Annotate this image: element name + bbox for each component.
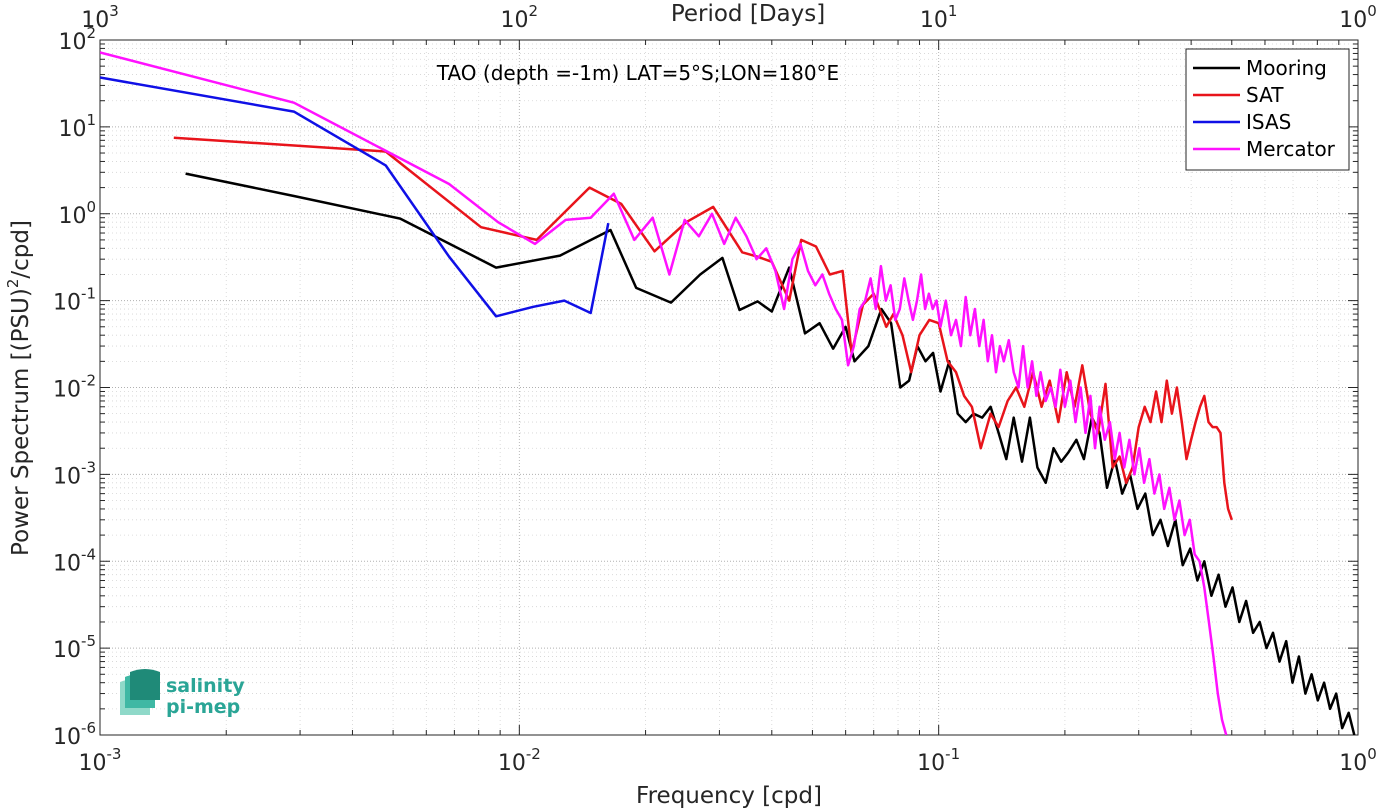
legend-label-mercator: Mercator: [1246, 137, 1336, 161]
y-tick-label-exp: 0: [86, 198, 96, 216]
x-tick-label-exp: -1: [945, 745, 960, 763]
x-tick-label-base: 10: [917, 751, 945, 776]
top-tick-label-exp: 2: [529, 2, 539, 20]
chart-title: TAO (depth =-1m) LAT=5°S;LON=180°E: [436, 61, 839, 85]
x-tick-label: 10-1: [917, 745, 960, 776]
top-tick-label-base: 10: [920, 8, 948, 33]
x-tick-label: 10-2: [498, 745, 541, 776]
top-tick-label-base: 10: [81, 8, 109, 33]
y-tick-label-exp: -6: [81, 719, 96, 737]
y-tick-label-base: 10: [53, 378, 81, 403]
y-tick-label-exp: -1: [81, 285, 96, 303]
x-axis-title: Frequency [cpd]: [636, 783, 822, 809]
top-tick-label: 101: [920, 2, 958, 33]
x-tick-label: 10-3: [79, 745, 122, 776]
top-tick-label: 103: [81, 2, 119, 33]
y-tick-label: 101: [58, 111, 96, 142]
y-tick-label-exp: -2: [81, 372, 96, 390]
y-tick-label: 100: [58, 198, 96, 229]
tick-marks: [99, 39, 1359, 736]
top-tick-label: 102: [501, 2, 539, 33]
top-tick-label-base: 10: [1339, 8, 1367, 33]
y-axis-title: Power Spectrum [(PSU)2/cpd]: [4, 220, 34, 556]
logo-line2: pi-mep: [166, 696, 240, 718]
x-tick-label-base: 10: [1339, 751, 1367, 776]
logo-mark-icon: [120, 669, 160, 715]
y-tick-label-exp: -4: [81, 545, 96, 563]
x-tick-label-base: 10: [79, 751, 107, 776]
y-tick-label: 10-4: [53, 545, 96, 576]
y-tick-label-exp: 1: [86, 111, 96, 129]
y-tick-label-base: 10: [53, 464, 81, 489]
top-tick-label-exp: 0: [1367, 2, 1377, 20]
y-tick-label: 10-1: [53, 285, 96, 316]
legend: Mooring SAT ISAS Mercator: [1185, 48, 1350, 171]
x-tick-label: 100: [1339, 745, 1377, 776]
x-tick-label-exp: -2: [526, 745, 541, 763]
x-tick-labels: 10-3 10-2 10-1 100: [79, 745, 1377, 776]
y-axis-title-main: Power Spectrum [(PSU): [8, 288, 34, 556]
x-tick-label-exp: 0: [1367, 745, 1377, 763]
y-tick-label: 10-5: [53, 632, 96, 663]
top-axis-title: Period [Days]: [671, 1, 825, 27]
y-tick-label: 10-3: [53, 458, 96, 489]
y-tick-label-base: 10: [58, 204, 86, 229]
top-tick-label: 100: [1339, 2, 1377, 33]
logo-line1: salinity: [166, 675, 245, 697]
y-tick-label-base: 10: [53, 725, 81, 750]
y-tick-label-exp: 2: [86, 24, 96, 42]
y-tick-label: 102: [58, 24, 96, 55]
top-tick-label-base: 10: [501, 8, 529, 33]
y-tick-label: 10-2: [53, 372, 96, 403]
top-tick-label-exp: 3: [109, 2, 119, 20]
series-line-mooring: [185, 172, 1356, 735]
series-layer: [100, 51, 1356, 735]
y-tick-label: 10-6: [53, 719, 96, 750]
legend-label-mooring: Mooring: [1246, 56, 1327, 80]
y-tick-label-base: 10: [53, 638, 81, 663]
y-tick-label-exp: -5: [81, 632, 96, 650]
y-axis-title-exp: 2: [4, 279, 22, 289]
series-line-mercator: [100, 51, 1228, 735]
legend-label-isas: ISAS: [1246, 110, 1291, 134]
legend-label-sat: SAT: [1246, 83, 1284, 107]
series-line-sat: [173, 136, 1233, 521]
top-tick-labels: 103 102 101 100: [81, 2, 1377, 33]
y-axis-title-tail: /cpd]: [8, 220, 34, 279]
y-tick-label-base: 10: [58, 30, 86, 55]
series-line-isas: [100, 76, 610, 318]
y-tick-label-base: 10: [53, 551, 81, 576]
salinity-pi-mep-logo: salinity pi-mep: [120, 669, 245, 718]
y-tick-label-base: 10: [58, 117, 86, 142]
y-tick-label-base: 10: [53, 291, 81, 316]
x-tick-label-exp: -3: [107, 745, 122, 763]
x-tick-label-base: 10: [498, 751, 526, 776]
y-tick-label-exp: -3: [81, 458, 96, 476]
top-tick-label-exp: 1: [948, 2, 958, 20]
